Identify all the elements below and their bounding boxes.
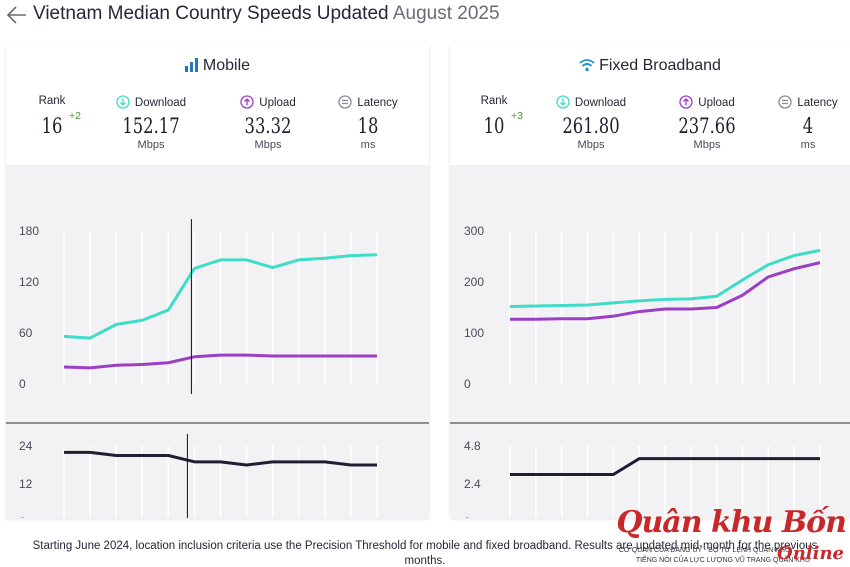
- footer-line-2: months.: [404, 555, 446, 567]
- download-line: [509, 248, 821, 308]
- fixed-rank: Rank 10: [466, 95, 522, 138]
- footer-note: Starting June 2024, location inclusion c…: [0, 539, 850, 567]
- upload-value: 237.66: [678, 114, 736, 138]
- rank-label: Rank: [480, 95, 508, 107]
- y-tick-label: 0: [19, 377, 26, 391]
- download-line: [63, 253, 378, 340]
- latency-value: 4: [802, 114, 814, 138]
- y-tick-label: 0: [464, 377, 471, 391]
- mobile-card: Mobile Rank 16 +2 Download 152.17 Mbps U…: [6, 44, 429, 518]
- latency-icon: [778, 95, 793, 109]
- latency-label: Latency: [768, 95, 848, 111]
- rank-value: 16: [41, 114, 63, 138]
- watermark-title: Quân khu Bốn: [616, 505, 847, 540]
- mobile-download: Download 152.17 Mbps: [106, 95, 196, 151]
- upload-icon: [240, 95, 254, 109]
- watermark-subtitle-2: TIẾNG NÓI CỦA LỰC LƯỢNG VŨ TRANG QUÂN KH…: [635, 557, 810, 564]
- fixed-card-title: Fixed Broadband: [450, 57, 850, 75]
- download-icon: [116, 95, 130, 109]
- download-value: 152.17: [122, 114, 180, 138]
- watermark-online: Online: [777, 543, 844, 564]
- download-value: 261.80: [562, 114, 620, 138]
- watermark-subtitle-1: CƠ QUAN CỦA ĐẢNG ỦY - BỘ TƯ LỆNH QUÂN KH…: [618, 547, 790, 554]
- mobile-upload: Upload 33.32 Mbps: [223, 95, 313, 151]
- mobile-summary: Mobile Rank 16 +2 Download 152.17 Mbps U…: [6, 44, 429, 165]
- fixed-download: Download 261.80 Mbps: [546, 95, 636, 151]
- rank-label: Rank: [38, 95, 66, 107]
- rank-value: 10: [483, 114, 505, 138]
- latency-tick-label: 4.8: [464, 439, 481, 453]
- upload-value: 33.32: [244, 114, 292, 138]
- download-unit: Mbps: [137, 139, 165, 151]
- latency-tick-label: 2.4: [464, 477, 481, 491]
- y-tick-label: 180: [19, 224, 39, 238]
- latency-line: [510, 457, 820, 476]
- y-tick-label: 60: [19, 326, 33, 340]
- fixed-broadband-card: Fixed Broadband Rank 10 +3 Download 261.…: [450, 44, 850, 518]
- page-header: Vietnam Median Country Speeds Updated Au…: [0, 0, 850, 32]
- rank-delta: +2: [69, 110, 81, 122]
- mobile-card-title: Mobile: [6, 57, 429, 75]
- mobile-latency: Latency 18 ms: [328, 95, 408, 151]
- upload-line: [510, 261, 821, 321]
- latency-tick-label: 12: [19, 477, 33, 491]
- upload-label: Upload: [223, 95, 313, 111]
- upload-unit: Mbps: [254, 139, 282, 151]
- mobile-rank: Rank 16: [24, 95, 80, 138]
- footer-line-1: Starting June 2024, location inclusion c…: [32, 540, 818, 552]
- rank-delta: +3: [511, 110, 523, 122]
- speed-chart-area: [6, 165, 429, 423]
- y-tick-label: 200: [464, 275, 484, 289]
- watermark-logo: Quân khu Bốn CƠ QUAN CỦA ĐẢNG ỦY - BỘ TƯ…: [616, 505, 850, 567]
- download-label: Download: [106, 95, 196, 111]
- latency-line: [64, 450, 377, 467]
- latency-tick-label: 24: [19, 439, 33, 453]
- upload-icon: [679, 95, 693, 109]
- y-tick-label: 100: [464, 326, 484, 340]
- page-title: Vietnam Median Country Speeds Updated Au…: [33, 3, 500, 25]
- latency-label: Latency: [328, 95, 408, 111]
- fixed-title-text: Fixed Broadband: [599, 57, 721, 74]
- speed-chart-area: [450, 165, 850, 423]
- page-title-date: August 2025: [392, 3, 500, 24]
- latency-icon: [338, 95, 353, 109]
- fixed-latency: Latency 4 ms: [768, 95, 848, 151]
- fixed-chart[interactable]: 010020030002.44.808 / 202408 / 2025: [450, 165, 850, 518]
- upload-label: Upload: [662, 95, 752, 111]
- y-tick-label: 120: [19, 275, 39, 289]
- fixed-summary: Fixed Broadband Rank 10 +3 Download 261.…: [450, 44, 850, 165]
- download-label: Download: [546, 95, 636, 111]
- signal-bars-icon: [184, 58, 198, 72]
- download-unit: Mbps: [577, 139, 605, 151]
- fixed-upload: Upload 237.66 Mbps: [662, 95, 752, 151]
- latency-tick-label: 0: [19, 515, 26, 518]
- latency-tick-label: 0: [464, 515, 471, 518]
- y-tick-label: 300: [464, 224, 484, 238]
- latency-value: 18: [357, 114, 379, 138]
- mobile-title-text: Mobile: [202, 57, 251, 74]
- upload-unit: Mbps: [693, 139, 721, 151]
- back-arrow-icon[interactable]: [6, 5, 28, 25]
- upload-line: [63, 353, 377, 370]
- latency-unit: ms: [360, 139, 376, 151]
- latency-unit: ms: [800, 139, 816, 151]
- wifi-icon: [579, 59, 595, 72]
- download-icon: [556, 95, 570, 109]
- page-title-text: Vietnam Median Country Speeds Updated: [33, 3, 389, 24]
- mobile-chart[interactable]: 0601201800122408 / 202408 / 2025: [6, 165, 429, 518]
